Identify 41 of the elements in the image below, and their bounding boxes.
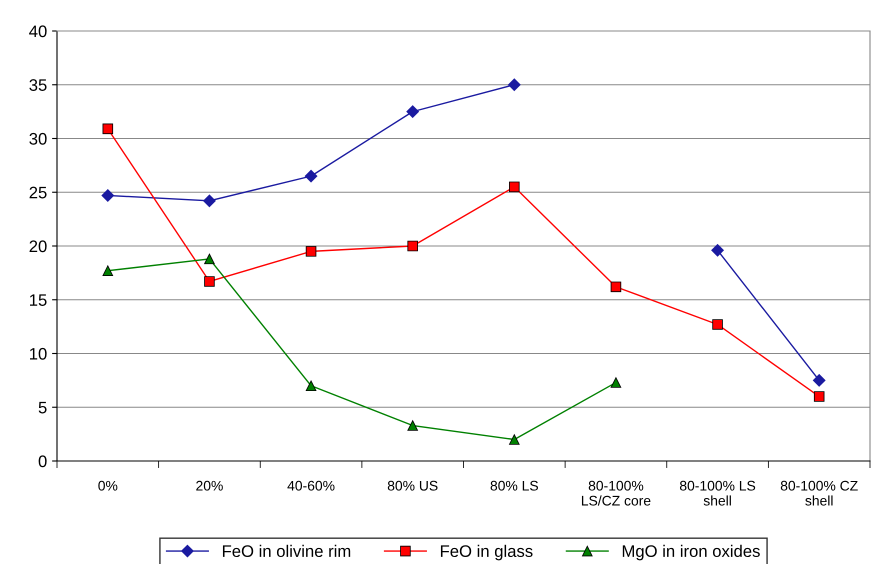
point <box>814 391 824 402</box>
point <box>610 282 622 292</box>
x-tick-label: 80% US <box>388 480 438 491</box>
legend-label: MgO in iron oxides <box>622 544 760 560</box>
point <box>509 434 520 445</box>
point <box>304 170 318 182</box>
point <box>508 78 521 92</box>
y-tick-label: 25 <box>30 186 47 198</box>
point <box>204 254 215 264</box>
y-tick-label: 40 <box>29 25 47 38</box>
point <box>204 276 215 287</box>
point <box>407 420 418 431</box>
point <box>712 319 723 330</box>
point <box>406 105 419 118</box>
point <box>102 124 114 134</box>
x-tick-label: 80-100% CZ shell <box>780 480 858 506</box>
point <box>509 182 520 192</box>
point <box>102 265 114 276</box>
x-tick-label: 0% <box>98 480 118 491</box>
point <box>407 240 418 252</box>
y-tick-label: 15 <box>30 294 47 306</box>
point <box>610 377 622 388</box>
y-tick-label: 35 <box>29 79 47 91</box>
y-tick-label: 0 <box>38 455 47 468</box>
point <box>306 380 316 392</box>
point <box>306 246 316 257</box>
point <box>812 374 826 387</box>
y-tick-label: 5 <box>38 402 47 414</box>
x-tick-label: 80-100% LS/CZ core <box>582 480 650 506</box>
x-tick-label: 80-100% LS shell <box>680 480 756 506</box>
y-tick-label: 20 <box>30 240 47 252</box>
y-tick-label: 30 <box>29 132 47 145</box>
legend-label: FeO in glass <box>440 544 533 560</box>
y-tick-label: 10 <box>30 348 47 360</box>
point <box>102 189 114 202</box>
x-tick-label: 20% <box>196 480 223 491</box>
x-tick-label: 80% LS <box>490 480 538 491</box>
legend-label: FeO in olivine rim <box>222 544 350 558</box>
point <box>203 194 216 208</box>
x-tick-label: 40-60% <box>287 480 335 491</box>
point <box>711 244 724 257</box>
